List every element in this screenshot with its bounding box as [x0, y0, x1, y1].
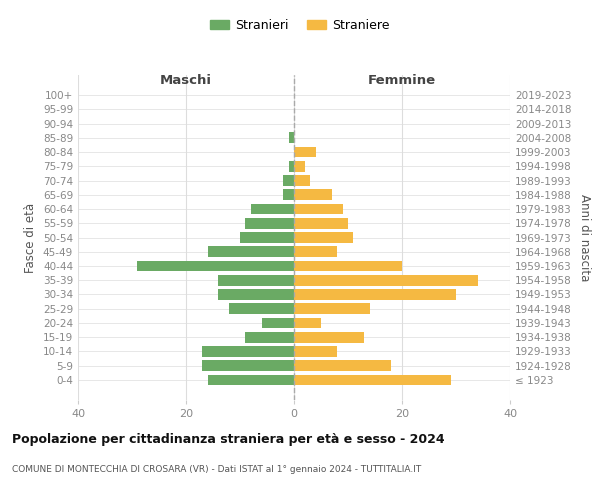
- Bar: [294, 161, 305, 172]
- Bar: [294, 246, 337, 257]
- Bar: [218, 275, 294, 285]
- Bar: [262, 318, 294, 328]
- Bar: [294, 218, 348, 228]
- Bar: [294, 275, 478, 285]
- Bar: [294, 190, 332, 200]
- Bar: [251, 204, 294, 214]
- Bar: [240, 232, 294, 243]
- Bar: [294, 374, 451, 385]
- Bar: [137, 260, 294, 272]
- Bar: [294, 260, 402, 272]
- Bar: [294, 232, 353, 243]
- Bar: [294, 204, 343, 214]
- Bar: [294, 175, 310, 186]
- Legend: Stranieri, Straniere: Stranieri, Straniere: [205, 14, 395, 37]
- Bar: [208, 246, 294, 257]
- Bar: [289, 161, 294, 172]
- Bar: [208, 374, 294, 385]
- Bar: [202, 360, 294, 371]
- Bar: [294, 289, 456, 300]
- Bar: [294, 304, 370, 314]
- Text: COMUNE DI MONTECCHIA DI CROSARA (VR) - Dati ISTAT al 1° gennaio 2024 - TUTTITALI: COMUNE DI MONTECCHIA DI CROSARA (VR) - D…: [12, 466, 421, 474]
- Y-axis label: Fasce di età: Fasce di età: [25, 202, 37, 272]
- Bar: [294, 360, 391, 371]
- Bar: [218, 289, 294, 300]
- Bar: [245, 218, 294, 228]
- Text: Maschi: Maschi: [160, 74, 212, 86]
- Bar: [294, 318, 321, 328]
- Bar: [202, 346, 294, 356]
- Bar: [245, 332, 294, 342]
- Bar: [294, 146, 316, 158]
- Bar: [283, 190, 294, 200]
- Bar: [229, 304, 294, 314]
- Y-axis label: Anni di nascita: Anni di nascita: [578, 194, 591, 281]
- Text: Popolazione per cittadinanza straniera per età e sesso - 2024: Popolazione per cittadinanza straniera p…: [12, 432, 445, 446]
- Bar: [283, 175, 294, 186]
- Bar: [294, 332, 364, 342]
- Bar: [294, 346, 337, 356]
- Text: Femmine: Femmine: [368, 74, 436, 86]
- Bar: [289, 132, 294, 143]
